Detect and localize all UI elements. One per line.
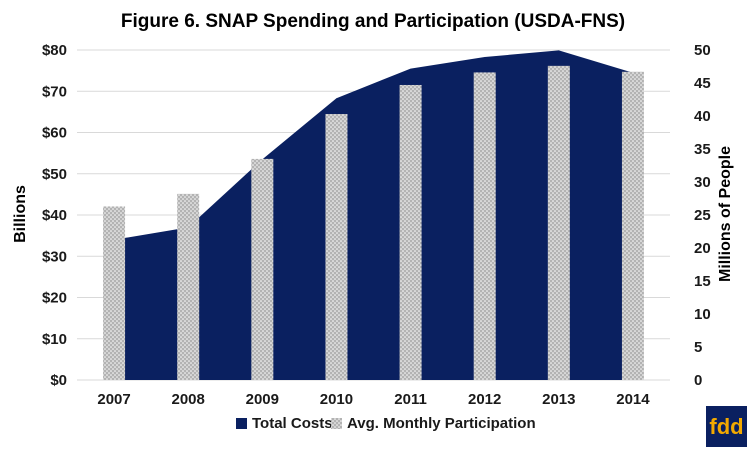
total-costs-area: [114, 50, 633, 380]
bar-series-layer: [103, 65, 644, 381]
y-tick-label-right: 10: [694, 306, 711, 323]
legend-label-total-costs: Total Costs: [252, 415, 333, 432]
y-tick-label-left: $50: [42, 166, 67, 183]
x-tick-label: 2007: [97, 391, 130, 408]
x-tick-label: 2014: [616, 391, 650, 408]
y-tick-label-left: $30: [42, 248, 67, 265]
axes: $0 $10 $20 $30 $40 $50 $60 $70 $80 0 5 10 15 20 25 30 35…: [42, 42, 711, 408]
logo-background: [706, 406, 747, 447]
y-tick-label-right: 25: [694, 207, 711, 224]
y-tick-label-right: 40: [694, 108, 711, 125]
participation-bar: [103, 206, 126, 380]
participation-bar: [177, 193, 200, 380]
participation-bar: [325, 114, 348, 381]
y-tick-label-left: $20: [42, 290, 67, 307]
participation-bar: [251, 158, 274, 380]
x-tick-label: 2011: [394, 391, 427, 408]
y-tick-label-right: 50: [694, 42, 711, 59]
legend-swatch-total-costs: [236, 418, 247, 429]
y-axis-title-left: Billions: [12, 185, 29, 243]
y-tick-label-right: 30: [694, 174, 711, 191]
y-tick-label-left: $0: [50, 372, 67, 389]
x-tick-label: 2013: [542, 391, 575, 408]
legend: Total Costs Avg. Monthly Participation: [236, 415, 536, 432]
x-tick-label: 2012: [468, 391, 501, 408]
y-tick-label-left: $60: [42, 125, 67, 142]
y-axis-title-right: Millions of People: [717, 146, 734, 282]
participation-bar: [621, 71, 644, 380]
x-tick-label: 2009: [246, 391, 279, 408]
x-tick-label: 2008: [172, 391, 205, 408]
y-tick-label-right: 5: [694, 339, 702, 356]
y-tick-label-right: 0: [694, 372, 702, 389]
y-tick-label-left: $80: [42, 42, 67, 59]
logo-text: fdd: [709, 414, 743, 439]
legend-swatch-participation: [331, 418, 342, 429]
y-tick-label-left: $10: [42, 331, 67, 348]
y-tick-label-left: $40: [42, 207, 67, 224]
y-tick-label-right: 15: [694, 273, 711, 290]
participation-bar: [399, 84, 422, 380]
y-tick-label-right: 45: [694, 75, 711, 92]
y-tick-label-left: $70: [42, 83, 67, 100]
y-tick-label-right: 35: [694, 141, 711, 158]
fdd-logo: fdd: [706, 406, 747, 447]
legend-label-participation: Avg. Monthly Participation: [347, 415, 536, 432]
chart-title: Figure 6. SNAP Spending and Participatio…: [121, 11, 625, 32]
participation-bar: [473, 72, 496, 380]
y-tick-label-right: 20: [694, 240, 711, 257]
participation-bar: [547, 65, 570, 380]
x-tick-label: 2010: [320, 391, 353, 408]
